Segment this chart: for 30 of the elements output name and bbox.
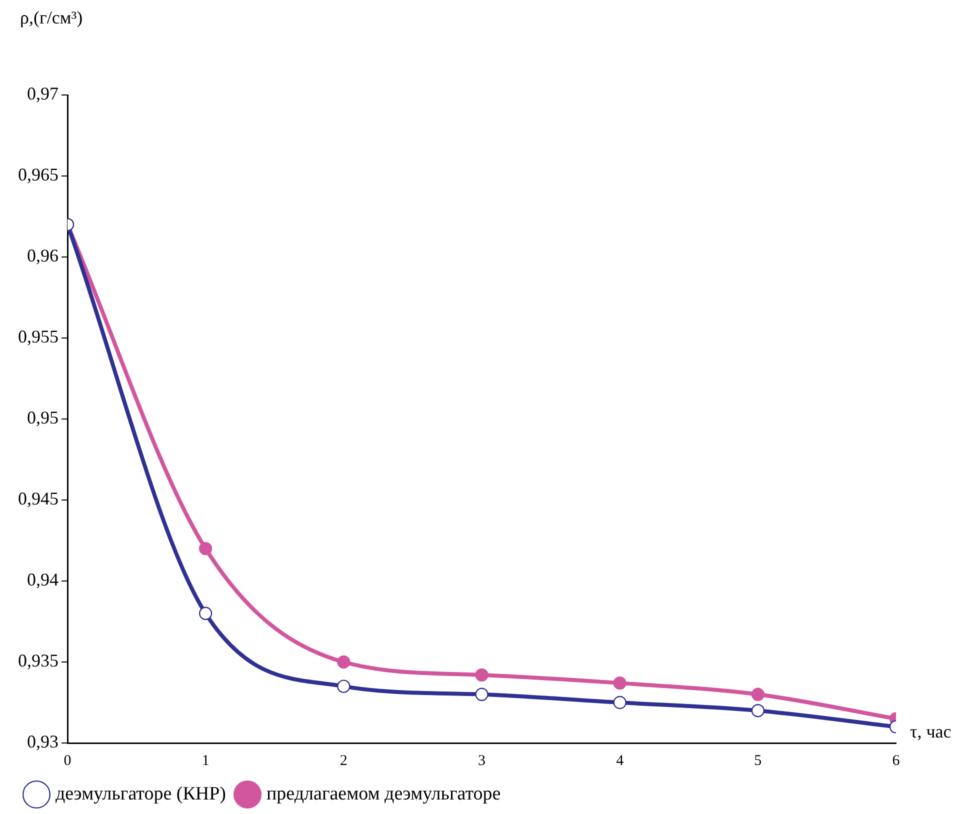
x-tick-label: 2 (340, 752, 348, 769)
x-tick-label: 5 (754, 752, 762, 769)
y-tick-label: 0,95 (27, 408, 58, 428)
x-tick-label: 6 (892, 752, 900, 769)
y-axis-title: ρ,(г/см³) (20, 8, 83, 28)
point (751, 704, 765, 718)
y-tick-label: 0,965 (18, 164, 58, 185)
point (475, 688, 488, 701)
point (337, 655, 350, 669)
point (475, 668, 488, 682)
x-tick-label: 0 (64, 752, 72, 769)
x-tick-label: 4 (616, 752, 624, 769)
point (198, 606, 212, 620)
y-tick-label: 0,93 (27, 732, 58, 752)
point (613, 676, 626, 690)
legend-label: предлагаемом деэмульгаторе (266, 783, 501, 804)
x-tick-label: 3 (478, 752, 486, 769)
y-tick-label: 0,945 (18, 488, 58, 509)
point (337, 680, 350, 693)
x-axis-title: τ, час (910, 722, 952, 742)
point (198, 542, 212, 556)
y-tick-label: 0,96 (27, 246, 58, 266)
y-tick-label: 0,94 (27, 570, 58, 590)
x-tick-label: 1 (202, 752, 210, 769)
legend-label: деэмульгаторе (КНР) (56, 783, 226, 804)
y-tick-label: 0,955 (18, 326, 58, 347)
y-tick-label: 0,97 (27, 84, 58, 104)
point (751, 688, 765, 701)
point (613, 696, 626, 710)
y-tick-label: 0,935 (18, 650, 58, 671)
